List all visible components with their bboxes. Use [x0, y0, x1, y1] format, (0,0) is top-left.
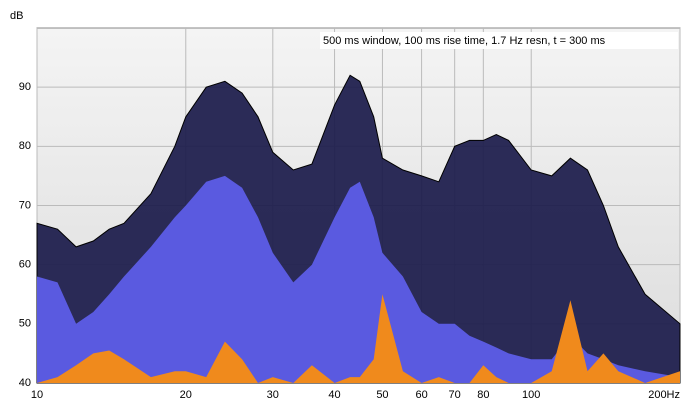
y-axis-label: dB: [10, 10, 23, 22]
x-tick-label: 40: [328, 389, 340, 401]
y-tick-label: 90: [19, 81, 31, 93]
y-tick-label: 50: [19, 318, 31, 330]
x-tick-label: 30: [267, 389, 279, 401]
y-tick-label: 70: [19, 199, 31, 211]
y-tick-label: 60: [19, 259, 31, 271]
waterfall-slice: [37, 294, 680, 383]
waterfall-slice: [37, 175, 680, 383]
x-tick-label: 60: [415, 389, 427, 401]
annotation: 500 ms window, 100 ms rise time, 1.7 Hz …: [323, 35, 606, 47]
x-tick-label: 80: [477, 389, 489, 401]
y-tick-label: 40: [19, 377, 31, 389]
x-tick-label: 200Hz: [648, 389, 680, 401]
x-tick-label: 50: [376, 389, 388, 401]
x-tick-label: 10: [31, 389, 43, 401]
annotation-box: [320, 32, 678, 49]
x-tick-label: 20: [180, 389, 192, 401]
y-tick-label: 80: [19, 140, 31, 152]
x-tick-label: 100: [522, 389, 540, 401]
x-tick-label: 70: [449, 389, 461, 401]
